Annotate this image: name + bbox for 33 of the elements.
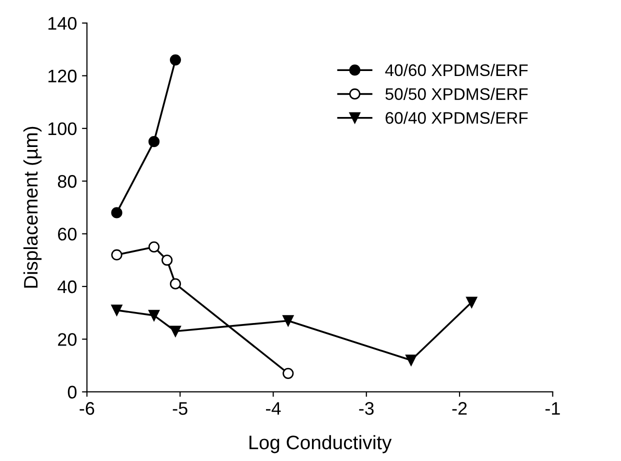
- point: [282, 368, 294, 379]
- y-axis-title: Displacement (µm): [23, 126, 42, 288]
- point: [111, 249, 122, 260]
- x-tick-label: -6: [80, 402, 94, 415]
- x-tick-label: -3: [359, 402, 374, 415]
- legend-label: 40/60 XPDMS/ERF: [385, 64, 528, 76]
- point: [406, 354, 417, 366]
- x-tick-label: -5: [172, 402, 188, 415]
- point: [466, 296, 478, 308]
- x-tick-label: -2: [452, 402, 467, 415]
- y-tick-label: 80: [58, 175, 77, 188]
- y-tick-label: 20: [58, 333, 77, 346]
- point: [170, 326, 181, 337]
- y-tick-label: 0: [68, 386, 77, 399]
- point: [148, 310, 160, 322]
- point: [170, 54, 181, 66]
- point: [111, 304, 122, 316]
- y-tick-label: 120: [48, 70, 77, 82]
- point: [161, 254, 173, 266]
- y-tick-label: 140: [48, 16, 77, 30]
- point: [282, 315, 294, 326]
- point: [111, 207, 122, 218]
- point: [170, 278, 181, 290]
- x-tick-label: -4: [266, 402, 281, 415]
- x-axis-title: Log Conductivity: [250, 435, 392, 454]
- y-tick-label: 60: [58, 228, 77, 241]
- legend-label: 60/40 XPDMS/ERF: [386, 112, 528, 124]
- legend-label: 50/50 XPDMS/ERF: [385, 88, 528, 100]
- x-tick-label: -1: [545, 402, 560, 415]
- point: [148, 241, 160, 253]
- y-tick-label: 40: [58, 280, 77, 294]
- y-tick-label: 100: [48, 122, 77, 136]
- point: [148, 136, 160, 148]
